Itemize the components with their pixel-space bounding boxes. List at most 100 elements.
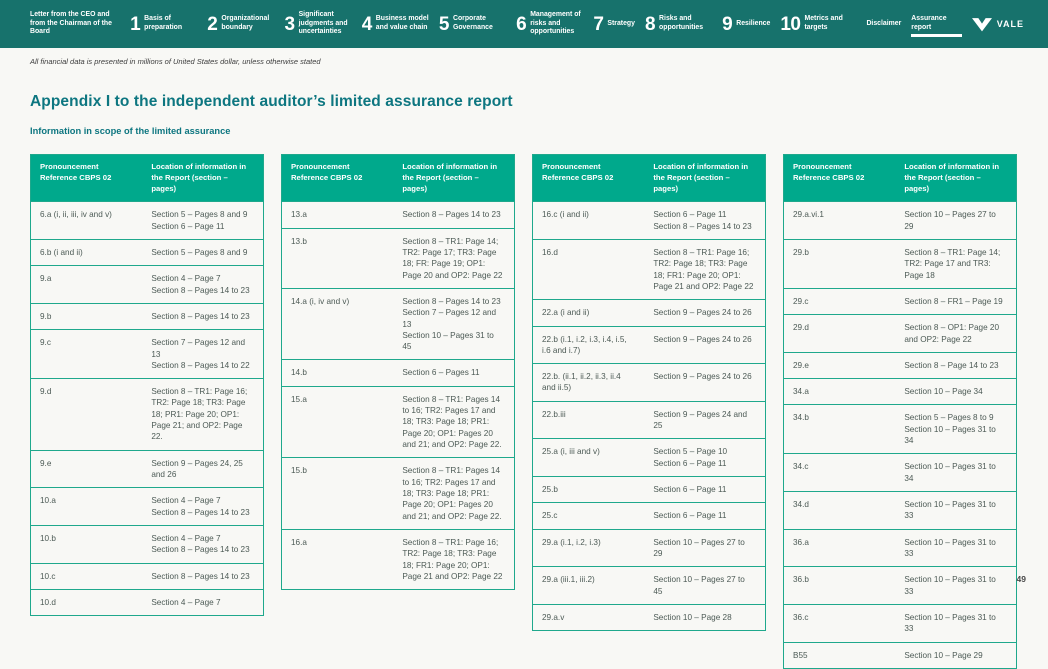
- location-info: Section 5 – Pages 8 and 9 Section 6 – Pa…: [142, 201, 264, 240]
- table-row: 14.b Section 6 – Pages 11: [281, 359, 515, 387]
- location-info: Section 9 – Pages 24 and 25: [644, 400, 766, 439]
- location-info: Section 8 – TR1: Page 16; TR2: Page 18; …: [393, 528, 515, 590]
- pronouncement-ref: 16.a: [281, 528, 394, 590]
- table-row: 29.b Section 8 – TR1: Page 14; TR2: Page …: [783, 238, 1017, 289]
- pronouncement-ref: 15.a: [281, 385, 394, 458]
- table-row: B55 Section 10 – Page 29: [783, 641, 1017, 669]
- nav-item-basis-of-preparation[interactable]: 1 Basis of preparation: [130, 15, 197, 34]
- nav-item-label: Business model and value chain: [375, 15, 429, 31]
- pronouncement-ref: 6.b (i and ii): [30, 238, 143, 266]
- tables-row: Pronouncement Reference CBPS 02 Location …: [30, 154, 1018, 669]
- pronouncement-ref: 9.a: [30, 265, 143, 304]
- nav-item-business-model-and-value-chain[interactable]: 4 Business model and value chain: [362, 15, 429, 34]
- table-row: 9.d Section 8 – TR1: Page 16; TR2: Page 1…: [30, 378, 264, 451]
- pronouncement-ref: 36.a: [783, 528, 896, 567]
- nav-item-label: Letter from the CEO and from the Chairma…: [30, 10, 112, 36]
- table-row: 36.b Section 10 – Pages 31 to 33: [783, 566, 1017, 605]
- nav-item-risks-and-opportunities[interactable]: 8 Risks and opportunities: [645, 15, 712, 34]
- table-row: 15.a Section 8 – TR1: Pages 14 to 16; TR2…: [281, 385, 515, 458]
- pronouncement-ref: 16.d: [532, 238, 645, 300]
- nav-item-disclaimer[interactable]: Disclaimer: [866, 20, 901, 29]
- nav-item-number: 10: [780, 13, 801, 35]
- nav-item-organizational-boundary[interactable]: 2 Organizational boundary: [207, 15, 274, 34]
- pronouncement-ref: 22.b. (ii.1, ii.2, ii.3, ii.4 and ii.5): [532, 363, 645, 402]
- location-info: Section 6 – Pages 11: [393, 359, 515, 387]
- pronouncement-ref: B55: [783, 641, 896, 669]
- nav-item-label: Resilience: [736, 19, 771, 27]
- table-row: 29.e Section 8 – Page 14 to 23: [783, 351, 1017, 379]
- nav-item-metrics-and-targets[interactable]: 10 Metrics and targets: [780, 15, 856, 34]
- table-header-row: Pronouncement Reference CBPS 02 Location …: [30, 154, 264, 202]
- nav-item-strategy[interactable]: 7 Strategy: [593, 15, 635, 34]
- location-info: Section 10 – Pages 31 to 34: [895, 453, 1017, 492]
- nav-item-significant-judgments-and-uncertainties[interactable]: 3 Significant judgments and uncertainties: [285, 11, 352, 38]
- location-info: Section 8 – TR1: Page 14; TR2: Page 17 a…: [895, 238, 1017, 289]
- table-row: 22.b.iii Section 9 – Pages 24 and 25: [532, 400, 766, 439]
- table-row: 29.a.v Section 10 – Page 28: [532, 603, 766, 631]
- pronouncement-ref: 34.b: [783, 404, 896, 454]
- nav-item-label: Assurance report: [911, 15, 963, 37]
- table-header-row: Pronouncement Reference CBPS 02 Location …: [281, 154, 515, 202]
- nav-item-corporate-governance[interactable]: 5 Corporate Governance: [439, 15, 506, 34]
- pronouncement-reference-header: Pronouncement Reference CBPS 02: [281, 154, 394, 202]
- location-of-information-header: Location of information in the Report (s…: [142, 154, 264, 202]
- pronouncement-ref: 14.b: [281, 359, 394, 387]
- location-info: Section 10 – Pages 27 to 45: [644, 566, 766, 605]
- table-row: 6.a (i, ii, iii, iv and v) Section 5 – Pa…: [30, 201, 264, 240]
- nav-item-number: 2: [207, 13, 218, 35]
- table-row: 15.b Section 8 – TR1: Pages 14 to 16; TR2…: [281, 457, 515, 530]
- location-info: Section 8 – TR1: Page 14; TR2: Page 17; …: [393, 227, 515, 289]
- table-row: 22.b (i.1, i.2, i.3, i.4, i.5, i.6 and i…: [532, 325, 766, 364]
- table-row: 22.b. (ii.1, ii.2, ii.3, ii.4 and ii.5) S…: [532, 363, 766, 402]
- nav-item-label: Metrics and targets: [804, 15, 843, 31]
- location-info: Section 10 – Pages 31 to 33: [895, 491, 1017, 530]
- nav-item-resilience[interactable]: 9 Resilience: [722, 15, 770, 34]
- table-row: 10.a Section 4 – Page 7 Section 8 – Pages…: [30, 487, 264, 526]
- pronouncement-ref: 10.c: [30, 562, 143, 590]
- pronouncement-ref: 29.d: [783, 314, 896, 353]
- table-row: 34.a Section 10 – Page 34: [783, 378, 1017, 405]
- vale-logo-icon: [971, 17, 992, 32]
- table-row: 29.d Section 8 – OP1: Page 20 and OP2: Pa…: [783, 314, 1017, 353]
- table-row: 22.a (i and ii) Section 9 – Pages 24 to 2…: [532, 299, 766, 327]
- nav-item-management-of-risks-and-opportunities[interactable]: 6 Management of risks and opportunities: [516, 11, 583, 38]
- location-info: Section 8 – TR1: Pages 14 to 16; TR2: Pa…: [393, 457, 515, 530]
- pronouncement-table-4: Pronouncement Reference CBPS 02 Location …: [783, 154, 1017, 669]
- pronouncement-ref: 10.d: [30, 588, 143, 616]
- location-info: Section 6 – Page 11 Section 8 – Pages 14…: [644, 201, 766, 240]
- vale-logo[interactable]: VALE: [971, 17, 1024, 32]
- pronouncement-ref: 14.a (i, iv and v): [281, 287, 394, 360]
- financial-data-note: All financial data is presented in milli…: [30, 57, 321, 66]
- location-info: Section 10 – Pages 31 to 33: [895, 603, 1017, 643]
- nav-item-label: Basis of preparation: [144, 15, 183, 31]
- table-row: 9.a Section 4 – Page 7 Section 8 – Pages …: [30, 265, 264, 304]
- table-row: 16.c (i and ii) Section 6 – Page 11 Secti…: [532, 201, 766, 240]
- nav-item-letter-from-the-ceo-and-from-the-chairma[interactable]: Letter from the CEO and from the Chairma…: [30, 11, 120, 38]
- table-row: 14.a (i, iv and v) Section 8 – Pages 14 t…: [281, 287, 515, 360]
- pronouncement-ref: 25.c: [532, 502, 645, 530]
- pronouncement-ref: 29.a (i.1, i.2, i.3): [532, 528, 645, 567]
- table-row: 25.a (i, iii and v) Section 5 – Page 10 S…: [532, 438, 766, 477]
- pronouncement-ref: 29.b: [783, 238, 896, 289]
- pronouncement-ref: 15.b: [281, 457, 394, 530]
- page-title: Appendix I to the independent auditor’s …: [30, 93, 513, 110]
- pronouncement-reference-header: Pronouncement Reference CBPS 02: [783, 154, 896, 202]
- pronouncement-ref: 25.a (i, iii and v): [532, 438, 645, 477]
- nav-item-number: 6: [516, 13, 527, 35]
- pronouncement-reference-header: Pronouncement Reference CBPS 02: [30, 154, 143, 202]
- location-info: Section 10 – Page 29: [895, 641, 1017, 669]
- nav-item-label: Significant judgments and uncertainties: [298, 10, 348, 36]
- table-row: 10.d Section 4 – Page 7: [30, 588, 264, 616]
- table-row: 9.b Section 8 – Pages 14 to 23: [30, 302, 264, 330]
- pronouncement-ref: 36.b: [783, 566, 896, 605]
- table-row: 34.b Section 5 – Pages 8 to 9 Section 10 …: [783, 404, 1017, 454]
- nav-item-label: Strategy: [607, 19, 635, 27]
- pronouncement-ref: 9.d: [30, 378, 143, 451]
- location-info: Section 8 – Pages 14 to 23 Section 7 – P…: [393, 287, 515, 360]
- pronouncement-ref: 9.b: [30, 302, 143, 330]
- table-row: 13.b Section 8 – TR1: Page 14; TR2: Page …: [281, 227, 515, 289]
- nav-item-assurance-report[interactable]: Assurance report: [911, 15, 963, 37]
- location-info: Section 10 – Pages 27 to 29: [895, 201, 1017, 240]
- pronouncement-ref: 9.e: [30, 449, 143, 488]
- pronouncement-ref: 22.b (i.1, i.2, i.3, i.4, i.5, i.6 and i…: [532, 325, 645, 364]
